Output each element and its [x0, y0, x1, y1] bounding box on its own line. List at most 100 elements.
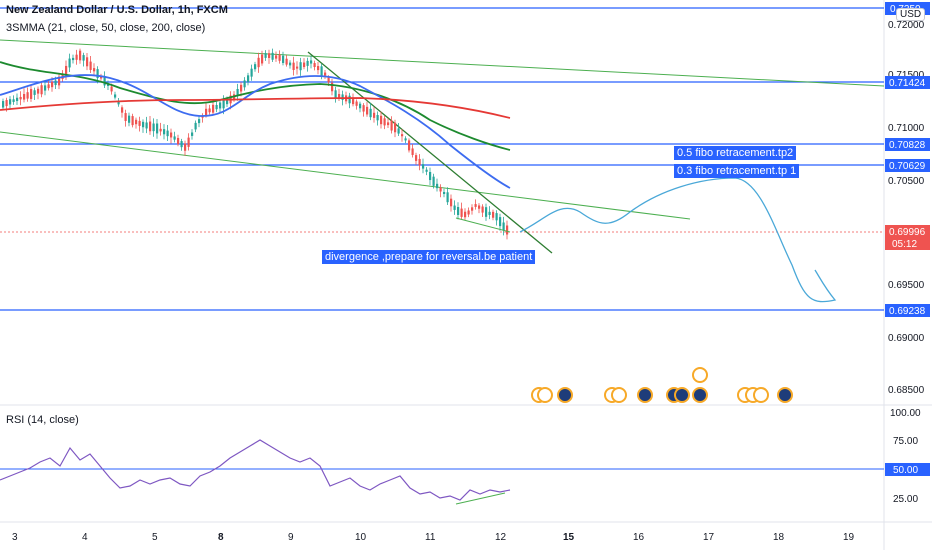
candle-body: [198, 119, 201, 124]
fibo-03-note[interactable]: 0.3 fibo retracement.tp 1: [674, 164, 800, 178]
horizontal-levels[interactable]: [0, 7, 884, 311]
price-tick-label: 0.69500: [888, 280, 925, 291]
nz-flag-icon[interactable]: [674, 387, 690, 403]
us-flag-icon[interactable]: [611, 387, 627, 403]
candle-body: [257, 57, 260, 68]
candle-body: [184, 143, 187, 151]
current-price-tag: [885, 225, 930, 250]
price-tag: [885, 304, 930, 317]
candle-body: [404, 138, 407, 141]
fibo-05-note[interactable]: 0.5 fibo retracement.tp2: [674, 146, 797, 160]
rsi-tick-label: 100.00: [890, 408, 921, 419]
candle-body: [138, 120, 141, 126]
price-tag-label: 0.70828: [889, 140, 926, 151]
candle-body: [149, 121, 152, 132]
candle-body: [212, 104, 215, 113]
us-flag-icon[interactable]: [753, 387, 769, 403]
nz-flag-icon[interactable]: [777, 387, 793, 403]
trendlines[interactable]: [0, 39, 885, 254]
candle-body: [89, 61, 92, 70]
candle-body: [30, 89, 33, 99]
candle-body: [114, 94, 117, 98]
divergence-note[interactable]: divergence ,prepare for reversal.be pati…: [322, 250, 536, 264]
countdown-label: 05:12: [892, 239, 917, 250]
candle-body: [163, 129, 166, 135]
candle-body: [177, 137, 180, 145]
candle-body: [303, 62, 306, 68]
price-tag: [885, 159, 930, 172]
us-flag-icon[interactable]: [537, 387, 553, 403]
candle-body: [254, 64, 257, 70]
time-tick-label: 10: [355, 532, 367, 543]
candle-body: [317, 66, 320, 71]
descending-trendline[interactable]: [307, 51, 553, 254]
candle-body: [54, 80, 57, 86]
candle-body: [397, 128, 400, 134]
sma-200-line[interactable]: [0, 97, 511, 119]
candle-body: [145, 122, 148, 129]
candle-body: [338, 93, 341, 99]
candle-body: [334, 90, 337, 98]
nz-flag-icon[interactable]: [692, 387, 708, 403]
price-tag-label: 0.71424: [889, 78, 926, 89]
candle-body: [271, 52, 274, 60]
price-divergence-line[interactable]: [455, 217, 511, 233]
time-tick-label: 9: [288, 532, 294, 543]
candle-body: [26, 92, 29, 99]
symbol-title[interactable]: New Zealand Dollar / U.S. Dollar, 1h, FX…: [6, 4, 228, 16]
candle-body: [443, 191, 446, 195]
candle-body: [121, 107, 124, 113]
candle-body: [5, 100, 8, 107]
rsi-line[interactable]: [0, 439, 511, 501]
candle-body: [464, 211, 467, 218]
candle-body: [359, 103, 362, 109]
candle-body: [366, 106, 369, 115]
candle-body: [40, 85, 43, 95]
projection-path[interactable]: [519, 177, 837, 303]
candle-body: [436, 183, 439, 189]
candle-body: [19, 96, 22, 100]
rsi-legend[interactable]: RSI (14, close): [6, 414, 79, 426]
us-flag-icon[interactable]: [692, 367, 708, 383]
candle-body: [226, 98, 229, 105]
nz-flag-icon[interactable]: [557, 387, 573, 403]
candle-body: [285, 58, 288, 65]
candle-body: [411, 148, 414, 155]
candle-body: [432, 176, 435, 186]
candle-body: [44, 85, 47, 91]
lower-channel-line[interactable]: [0, 131, 691, 220]
candle-body: [135, 119, 138, 125]
candle-body: [292, 62, 295, 71]
candle-body: [278, 54, 281, 61]
candle-body: [401, 134, 404, 137]
currency-badge[interactable]: USD: [896, 8, 926, 21]
price-tag: [885, 138, 930, 151]
candle-body: [320, 66, 323, 76]
upper-channel-line[interactable]: [0, 39, 885, 87]
indicator-legend[interactable]: 3SMMA (21, close, 50, close, 200, close): [6, 22, 206, 34]
candle-body: [289, 62, 292, 66]
candle-body: [117, 101, 120, 105]
candle-body: [96, 69, 99, 79]
candle-body: [208, 108, 211, 113]
rsi-divergence-line[interactable]: [455, 492, 506, 505]
candle-body: [219, 102, 222, 109]
price-tick-label: 0.69000: [888, 333, 925, 344]
nz-flag-icon[interactable]: [637, 387, 653, 403]
candle-body: [68, 58, 71, 68]
rsi-tick-label: 50.00: [893, 465, 918, 476]
candle-body: [103, 76, 106, 86]
candle-body: [439, 187, 442, 192]
candle-body: [282, 55, 285, 63]
candle-body: [131, 116, 134, 126]
candle-body: [180, 141, 183, 148]
candle-body: [450, 198, 453, 207]
sma-21-line[interactable]: [0, 74, 511, 189]
candle-body: [170, 132, 173, 138]
candle-body: [156, 123, 159, 134]
candle-body: [499, 217, 502, 227]
economic-events[interactable]: [531, 367, 793, 403]
candle-body: [502, 222, 505, 231]
rsi-tick-label: 25.00: [893, 494, 918, 505]
